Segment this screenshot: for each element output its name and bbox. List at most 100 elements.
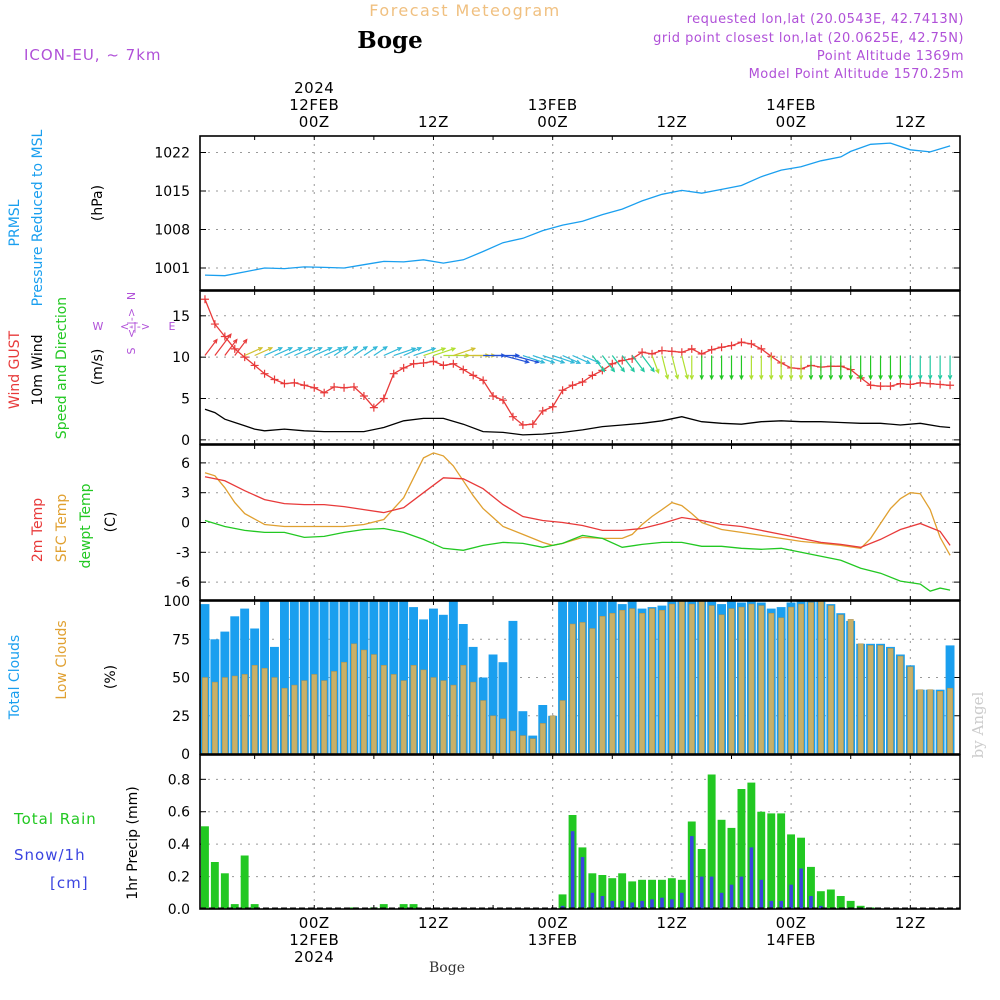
rain-bar — [658, 879, 666, 909]
wind-arrow-head — [878, 375, 883, 381]
wind-speed-direction-label: Speed and Direction — [54, 297, 70, 439]
gust-marker — [479, 376, 488, 385]
wind-arrow — [502, 354, 529, 363]
low-cloud-bar — [758, 605, 765, 755]
t2m-label: 2m Temp — [30, 498, 46, 562]
wind-arrow-head — [630, 367, 635, 373]
wind-arrow-head — [450, 347, 457, 352]
wind-arrow-head — [440, 347, 447, 352]
wind-arrow-head — [868, 375, 873, 381]
rain-bar — [787, 834, 795, 909]
wind-arrow-head — [640, 367, 645, 373]
total-cloud-bar — [508, 620, 518, 754]
total-clouds-label: Total Clouds — [7, 635, 23, 720]
panel-border — [199, 135, 961, 291]
low-cloud-bar — [937, 691, 944, 755]
gust-marker — [588, 371, 597, 380]
y-tick-label: -3 — [176, 545, 190, 561]
wind-arrow-head — [759, 375, 764, 381]
wind-arrow-head — [213, 338, 218, 344]
low-cloud-bar — [569, 623, 576, 755]
wind-arrow — [641, 355, 655, 372]
gust-marker — [409, 359, 418, 368]
low-cloud-bar — [827, 605, 834, 755]
low-cloud-bar — [798, 603, 805, 755]
low-cloud-bar — [609, 612, 616, 755]
low-cloud-bar — [947, 687, 954, 755]
prmsl-label: PRMSL — [7, 199, 23, 246]
low-cloud-bar — [847, 619, 854, 755]
low-cloud-bar — [688, 603, 695, 755]
low-cloud-bar — [291, 684, 298, 755]
wind-arrow — [304, 347, 322, 357]
wind-arrow-head — [719, 375, 724, 381]
temperature-panel: -6 -3 0 3 6 2m Temp SFC Temp dewpt Temp (C) — [30, 444, 961, 601]
total-cloud-bar — [299, 601, 309, 754]
point-altitude: Point Altitude 1369m — [817, 49, 964, 64]
wind-arrow — [353, 346, 368, 357]
y-tick-label: 0.8 — [168, 772, 190, 788]
panel-border — [199, 290, 961, 445]
y-tick-label: 1015 — [154, 184, 190, 200]
rain-bar — [777, 813, 786, 909]
low-cloud-bar — [778, 617, 785, 755]
gust-marker — [230, 344, 239, 353]
gust-marker — [220, 332, 229, 341]
gust-marker — [548, 402, 557, 411]
wind-arrow-head — [540, 359, 546, 364]
wind-arrow-head — [798, 375, 804, 381]
top-time-label: 12Z — [656, 113, 687, 131]
snow-bar — [690, 836, 694, 909]
wind-arrow-head — [362, 346, 369, 351]
total-cloud-bar — [518, 711, 528, 754]
low-cloud-bar — [380, 665, 387, 755]
panel-border — [199, 754, 961, 910]
wind-arrow-head — [848, 375, 854, 381]
y-tick-label: 1022 — [154, 146, 190, 162]
compass-south: S — [125, 347, 138, 354]
wind-arrow-head — [277, 347, 284, 352]
wind-arrow-head — [550, 359, 556, 364]
low-cloud-bar — [817, 600, 824, 755]
compass-west: W — [93, 320, 104, 333]
total-rain-label: Total Rain — [13, 810, 97, 828]
rain-bar — [757, 811, 766, 909]
wind-arrow — [532, 354, 555, 364]
wind-arrow-head — [768, 375, 774, 381]
snow-bar — [759, 879, 764, 909]
low-cloud-bar — [251, 665, 258, 755]
low-cloud-bar — [410, 665, 417, 755]
compass-icon: W <-|-> E N <-|-> S — [93, 292, 176, 355]
pressure-line — [204, 142, 951, 277]
gust-marker — [946, 381, 955, 390]
y-tick-label: 0.4 — [168, 837, 190, 853]
wind-arrow-head — [898, 375, 903, 381]
wind-arrow-head — [927, 375, 933, 381]
top-time-label: 12FEB — [289, 96, 339, 114]
wind-arrow — [274, 347, 293, 357]
wind-arrow-head — [337, 347, 343, 352]
gust-marker — [737, 338, 746, 347]
top-time-label: 00Z — [299, 113, 330, 131]
low-cloud-bar — [897, 655, 904, 755]
top-time-label: 12Z — [895, 113, 926, 131]
wind-arrow — [264, 347, 283, 357]
precip-unit-label: 1hr Precip (mm) — [125, 786, 141, 899]
y-tick-label: 0 — [181, 433, 190, 449]
gust-marker — [389, 369, 398, 378]
low-cloud-bar — [529, 738, 536, 755]
gust-marker — [528, 420, 537, 429]
snow-bar — [630, 902, 634, 909]
requested-coords: requested lon,lat (20.0543E, 42.7413N) — [687, 12, 964, 27]
snow-bar — [600, 896, 605, 909]
gust-marker — [578, 377, 587, 386]
low-cloud-bar — [639, 612, 646, 755]
gust-marker — [290, 378, 299, 387]
snow-bar — [670, 899, 674, 909]
wind-arrow-head — [352, 346, 359, 351]
wind-arrow-head — [327, 347, 333, 352]
wind-arrow — [284, 347, 302, 357]
top-time-label: 2024 — [294, 79, 334, 97]
wind-arrow-head — [620, 367, 626, 373]
wind-arrow-head — [788, 375, 794, 381]
